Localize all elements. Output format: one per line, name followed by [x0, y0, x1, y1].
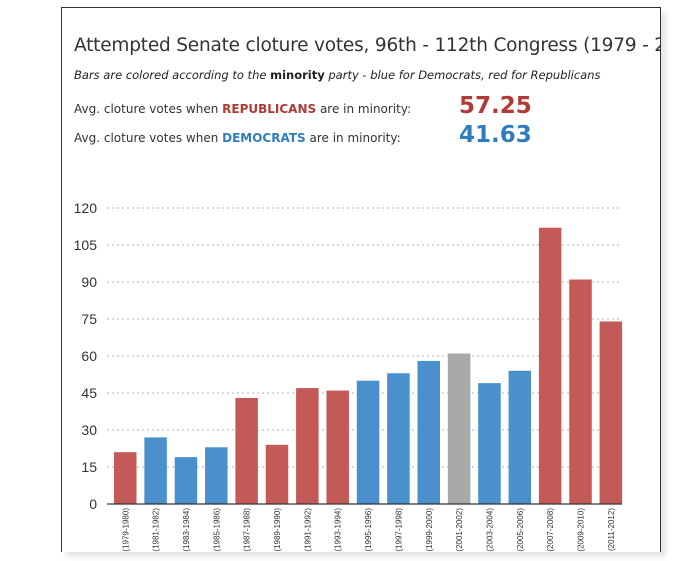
- republican-average-label: Avg. cloture votes when REPUBLICANS are …: [74, 102, 411, 116]
- x-tick-label: (1985-1986): [212, 508, 221, 552]
- x-tick-label: (2007-2008): [546, 508, 555, 552]
- x-tick-label: (2009-2010): [577, 508, 586, 552]
- bar: [417, 360, 440, 504]
- x-tick-label: (2003-2004): [485, 508, 494, 552]
- x-tick-label: (1999-2000): [425, 508, 434, 552]
- subtitle-text-after: party - blue for Democrats, red for Repu…: [324, 68, 601, 82]
- y-tick-label: 120: [74, 200, 98, 216]
- bar: [205, 447, 228, 504]
- subtitle-emphasis: minority: [270, 68, 325, 82]
- x-tick-label: (1979-1980): [121, 508, 130, 552]
- stat-prefix: Avg. cloture votes when: [74, 102, 223, 116]
- bar: [599, 321, 623, 504]
- y-tick-label: 105: [74, 237, 98, 253]
- bar: [447, 353, 471, 504]
- bar: [144, 437, 167, 504]
- x-tick-label: (1983-1984): [182, 508, 191, 552]
- republican-average-value: 57.25: [459, 93, 532, 119]
- stat-suffix: are in minority:: [316, 102, 412, 116]
- x-tick-label: (1989-1990): [273, 508, 282, 552]
- chart-subtitle: Bars are colored according to the minori…: [74, 68, 601, 82]
- chart-title: Attempted Senate cloture votes, 96th - 1…: [74, 35, 661, 56]
- bar: [326, 390, 349, 504]
- bar: [296, 388, 319, 504]
- x-tick-label: (1981-1982): [152, 508, 161, 552]
- x-tick-label: (2011-2012): [607, 508, 616, 551]
- democrat-average-value: 41.63: [459, 122, 532, 148]
- y-tick-label: 15: [81, 459, 97, 475]
- y-tick-label: 45: [81, 385, 97, 401]
- y-tick-label: 0: [89, 496, 97, 512]
- x-tick-label: (1995-1996): [364, 508, 373, 552]
- y-tick-label: 30: [81, 422, 97, 438]
- democrat-average-label: Avg. cloture votes when DEMOCRATS are in…: [74, 131, 401, 145]
- stat-suffix: are in minority:: [305, 131, 401, 145]
- bar: [508, 370, 532, 504]
- chart-panel: Attempted Senate cloture votes, 96th - 1…: [61, 7, 661, 552]
- republicans-party-name: REPUBLICANS: [222, 102, 317, 116]
- x-tick-label: (2005-2006): [516, 508, 525, 552]
- bar: [174, 457, 198, 504]
- x-tick-label: (1997-1998): [394, 508, 403, 552]
- bar: [235, 397, 258, 504]
- x-tick-label: (2001-2002): [455, 508, 464, 552]
- y-tick-label: 60: [81, 348, 97, 364]
- bar: [569, 279, 592, 504]
- subtitle-text-before: Bars are colored according to the: [74, 68, 271, 82]
- democrats-party-name: DEMOCRATS: [222, 131, 306, 145]
- bar: [265, 444, 289, 504]
- bar: [538, 227, 562, 504]
- x-tick-label: (1993-1994): [334, 508, 343, 552]
- bar: [356, 380, 380, 504]
- y-tick-label: 75: [81, 311, 97, 327]
- bar-chart: 0 15 30 45 60 75 90 105 120 (1979-1980) (1981-1982…: [74, 200, 623, 552]
- bar: [387, 373, 410, 504]
- x-tick-label: (1991-1992): [303, 508, 312, 552]
- stat-prefix: Avg. cloture votes when: [74, 131, 223, 145]
- bar: [114, 452, 137, 504]
- bar: [478, 383, 501, 504]
- y-tick-label: 90: [81, 274, 97, 290]
- x-tick-label: (1987-1988): [243, 508, 252, 552]
